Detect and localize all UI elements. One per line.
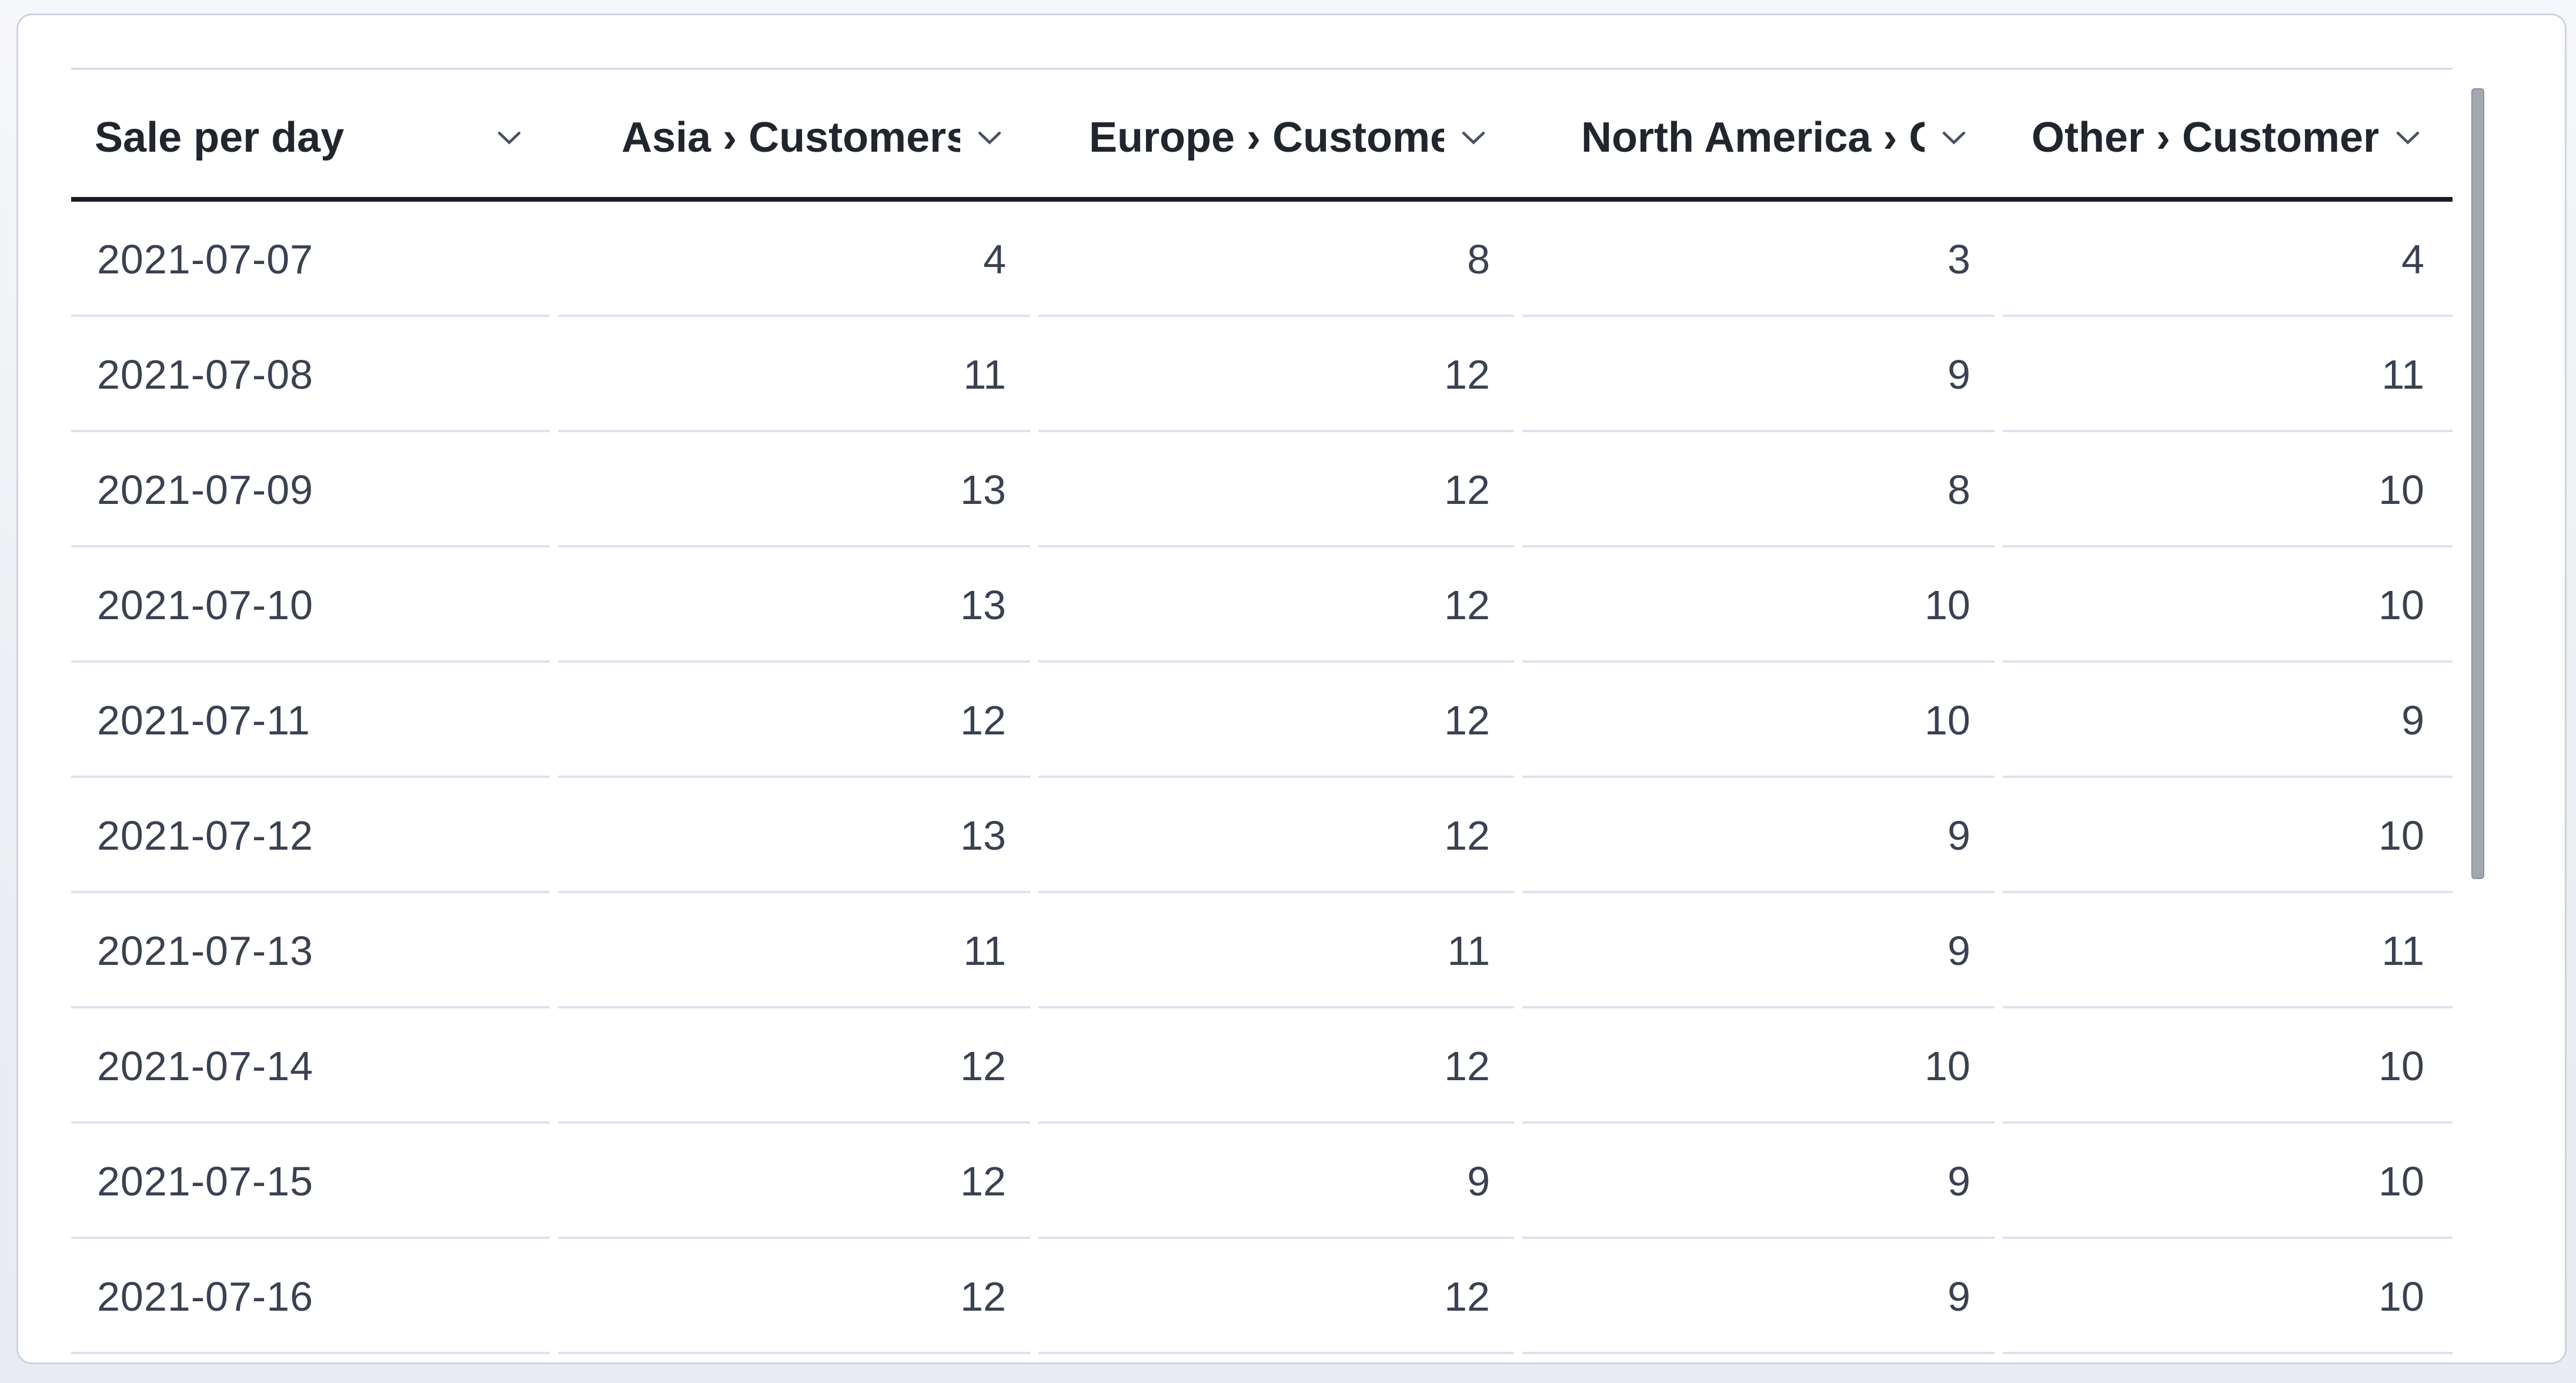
value-cell[interactable]: 10 — [1999, 1008, 2453, 1124]
value-cell[interactable]: 11 — [1999, 317, 2453, 432]
table-row: 2021-07-08 11 12 9 11 — [71, 317, 2453, 432]
column-header-label: Other › Customers — [2032, 114, 2378, 161]
value-cell[interactable]: 11 — [554, 317, 1034, 432]
column-header-other_customers[interactable]: Other › Customers — [1999, 70, 2453, 197]
value-cell[interactable]: 10 — [1999, 432, 2453, 547]
table-row: 2021-07-11 12 12 10 9 — [71, 663, 2453, 778]
vertical-scrollbar-thumb[interactable] — [2471, 88, 2484, 879]
date-cell[interactable]: 2021-07-08 — [71, 317, 554, 432]
value-cell[interactable]: 11 — [1034, 893, 1518, 1008]
column-header-label: North America › Customers — [1581, 114, 1925, 161]
chevron-down-icon[interactable] — [973, 121, 1006, 154]
value-cell[interactable]: 13 — [554, 547, 1034, 663]
date-cell[interactable]: 2021-07-13 — [71, 893, 554, 1008]
value-cell[interactable]: 9 — [1518, 778, 1999, 893]
table-row: 2021-07-12 13 12 9 10 — [71, 778, 2453, 893]
table-card: Sale per day Asia › Customers Europe › Cus… — [16, 14, 2567, 1364]
column-header-label: Sale per day — [95, 114, 345, 161]
value-cell[interactable]: 8 — [1518, 432, 1999, 547]
column-header-label: Europe › Customers — [1089, 114, 1444, 161]
chevron-down-icon[interactable] — [1457, 121, 1490, 154]
value-cell[interactable]: 10 — [1518, 547, 1999, 663]
value-cell[interactable]: 12 — [1034, 432, 1518, 547]
value-cell[interactable]: 12 — [1034, 1008, 1518, 1124]
value-cell[interactable]: 12 — [1034, 778, 1518, 893]
value-cell[interactable]: 11 — [1999, 893, 2453, 1008]
value-cell[interactable]: 12 — [1034, 317, 1518, 432]
value-cell[interactable]: 13 — [554, 432, 1034, 547]
table-row: 2021-07-15 12 9 9 10 — [71, 1124, 2453, 1239]
value-cell[interactable]: 10 — [1999, 1239, 2453, 1354]
value-cell[interactable]: 12 — [1034, 1239, 1518, 1354]
table-row: 2021-07-09 13 12 8 10 — [71, 432, 2453, 547]
date-cell[interactable]: 2021-07-10 — [71, 547, 554, 663]
date-cell[interactable]: 2021-07-14 — [71, 1008, 554, 1124]
chevron-down-icon[interactable] — [2391, 121, 2424, 154]
value-cell[interactable]: 12 — [1034, 663, 1518, 778]
value-cell[interactable]: 9 — [1518, 893, 1999, 1008]
value-cell[interactable]: 10 — [1999, 1124, 2453, 1239]
value-cell[interactable]: 12 — [554, 1239, 1034, 1354]
value-cell[interactable]: 10 — [1518, 1008, 1999, 1124]
value-cell[interactable]: 9 — [1518, 1124, 1999, 1239]
column-header-europe_customers[interactable]: Europe › Customers — [1034, 70, 1518, 197]
date-cell[interactable]: 2021-07-15 — [71, 1124, 554, 1239]
value-cell[interactable]: 3 — [1518, 202, 1999, 317]
value-cell[interactable]: 12 — [1034, 547, 1518, 663]
table-row: 2021-07-16 12 12 9 10 — [71, 1239, 2453, 1354]
sale-per-day-table: Sale per day Asia › Customers Europe › Cus… — [71, 68, 2453, 1355]
column-header-asia_customers[interactable]: Asia › Customers — [554, 70, 1034, 197]
table-header-row: Sale per day Asia › Customers Europe › Cus… — [71, 68, 2453, 202]
value-cell[interactable]: 12 — [554, 1008, 1034, 1124]
value-cell[interactable]: 12 — [554, 1124, 1034, 1239]
date-cell[interactable]: 2021-07-09 — [71, 432, 554, 547]
table-row: 2021-07-07 4 8 3 4 — [71, 202, 2453, 317]
value-cell[interactable]: 11 — [554, 893, 1034, 1008]
date-cell[interactable]: 2021-07-07 — [71, 202, 554, 317]
value-cell[interactable]: 9 — [1034, 1124, 1518, 1239]
column-header-north_america_customers[interactable]: North America › Customers — [1518, 70, 1999, 197]
value-cell[interactable]: 10 — [1999, 778, 2453, 893]
value-cell[interactable]: 4 — [1999, 202, 2453, 317]
value-cell[interactable]: 10 — [1518, 663, 1999, 778]
table-row: 2021-07-13 11 11 9 11 — [71, 893, 2453, 1008]
date-cell[interactable]: 2021-07-11 — [71, 663, 554, 778]
table-row: 2021-07-14 12 12 10 10 — [71, 1008, 2453, 1124]
chevron-down-icon[interactable] — [493, 121, 526, 154]
column-header-sale_per_day[interactable]: Sale per day — [71, 70, 554, 197]
chevron-down-icon[interactable] — [1937, 121, 1970, 154]
value-cell[interactable]: 13 — [554, 778, 1034, 893]
date-cell[interactable]: 2021-07-16 — [71, 1239, 554, 1354]
value-cell[interactable]: 10 — [1999, 547, 2453, 663]
table-row: 2021-07-10 13 12 10 10 — [71, 547, 2453, 663]
column-header-label: Asia › Customers — [622, 114, 960, 161]
date-cell[interactable]: 2021-07-12 — [71, 778, 554, 893]
value-cell[interactable]: 4 — [554, 202, 1034, 317]
value-cell[interactable]: 9 — [1518, 1239, 1999, 1354]
table-body: 2021-07-07 4 8 3 4 2021-07-08 11 12 9 11 2021-07-0… — [71, 202, 2453, 1354]
value-cell[interactable]: 12 — [554, 663, 1034, 778]
value-cell[interactable]: 9 — [1999, 663, 2453, 778]
value-cell[interactable]: 8 — [1034, 202, 1518, 317]
value-cell[interactable]: 9 — [1518, 317, 1999, 432]
